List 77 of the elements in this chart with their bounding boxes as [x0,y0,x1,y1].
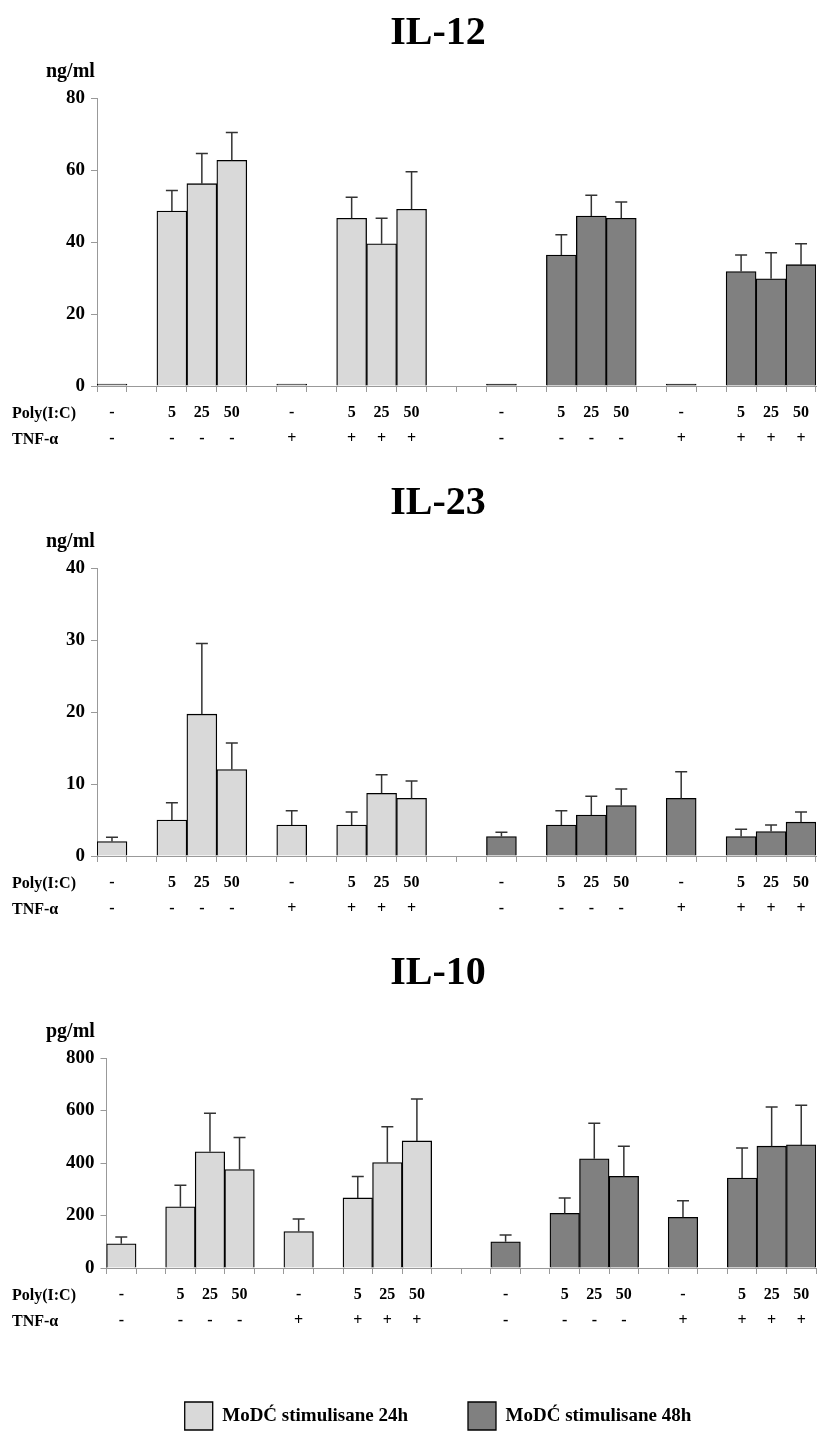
x-tick-label: 50 + [793,873,810,917]
x-tick-label: 5 - [557,873,566,917]
x-tick-label: 5 - [557,403,566,447]
x-tick-label: - + [294,1285,304,1329]
x-tick-label: 25 + [763,873,780,917]
y-tick-label: 10 [66,771,85,793]
y-tick-label: 800 [66,1045,95,1067]
x-tick-label: 5 - [167,403,176,447]
legend-label: MoDĆ stimulisane 24h [222,1403,409,1425]
x-tick-label: 25 - [583,873,600,917]
x-tick-label: - - [118,1285,124,1329]
x-tick-label: - - [498,403,505,447]
y-tick-label: 200 [66,1203,95,1225]
x-tick-label: 5 - [176,1285,185,1329]
text: Poly(I:C) [12,874,76,893]
x-tick-label: - + [676,403,686,447]
x-tick-label: 50 + [793,1285,810,1329]
x-tick-label: 25 - [586,1285,603,1329]
y-tick-label: 60 [66,157,85,179]
x-tick-label: 25 - [193,873,210,917]
y-tick-label: 80 [66,85,85,107]
x-tick-label: 25 + [763,1285,780,1329]
x-tick-label: 5 + [347,873,357,917]
text: Poly(I:C) [12,404,76,423]
x-tick-label: 25 + [373,873,390,917]
x-tick-label: 50 - [613,403,630,447]
y-tick-label: 600 [66,1098,95,1120]
chart-title: IL-23 [390,478,486,524]
y-tick-label: 0 [85,1255,95,1277]
x-tick-label: 25 - [583,403,600,447]
x-tick-label: 50 - [223,873,240,917]
y-tick-label: 400 [66,1150,95,1172]
text: TNF-α [12,900,59,918]
x-tick-label: 25 - [201,1285,218,1329]
x-tick-label: 50 - [231,1285,248,1329]
x-tick-label: 25 + [373,403,390,447]
legend-label: MoDĆ stimulisane 48h [505,1403,692,1425]
y-tick-label: 20 [66,301,85,323]
x-tick-label: 5 + [353,1285,363,1329]
y-tick-label: 20 [66,699,85,721]
x-tick-label: 25 - [193,403,210,447]
y-tick-label: 0 [75,373,85,395]
x-tick-label: - + [287,873,297,917]
x-tick-label: 50 + [408,1285,425,1329]
x-tick-label: 50 - [615,1285,632,1329]
y-tick-label: 0 [75,843,85,865]
text: TNF-α [12,430,59,448]
y-axis-title: pg/ml [46,1019,96,1043]
chart-title: IL-12 [390,8,486,54]
x-tick-label: - + [287,403,297,447]
x-tick-label: - - [502,1285,509,1329]
x-tick-label: 25 + [379,1285,396,1329]
chart-title: IL-10 [390,948,486,994]
x-tick-label: 50 - [223,403,240,447]
x-tick-label: 5 - [560,1285,569,1329]
y-tick-label: 40 [66,229,85,251]
y-tick-label: 40 [66,555,85,577]
x-tick-label: 5 + [736,403,746,447]
x-tick-label: 5 + [736,873,746,917]
x-tick-label: 5 + [737,1285,747,1329]
x-tick-label: - + [676,873,686,917]
x-tick-label: - + [678,1285,688,1329]
text: TNF-α [12,1312,59,1330]
text: Poly(I:C) [12,1286,76,1305]
x-tick-label: 5 - [167,873,176,917]
x-tick-label: - - [109,403,115,447]
x-tick-label: 25 + [763,403,780,447]
x-tick-label: - - [498,873,505,917]
x-tick-label: 50 + [403,873,420,917]
x-tick-label: - - [109,873,115,917]
y-axis-title: ng/ml [46,59,96,83]
y-axis-title: ng/ml [46,529,96,553]
x-tick-label: 50 - [613,873,630,917]
x-tick-label: 5 + [347,403,357,447]
x-tick-label: 50 + [403,403,420,447]
y-tick-label: 30 [66,627,85,649]
x-tick-label: 50 + [793,403,810,447]
